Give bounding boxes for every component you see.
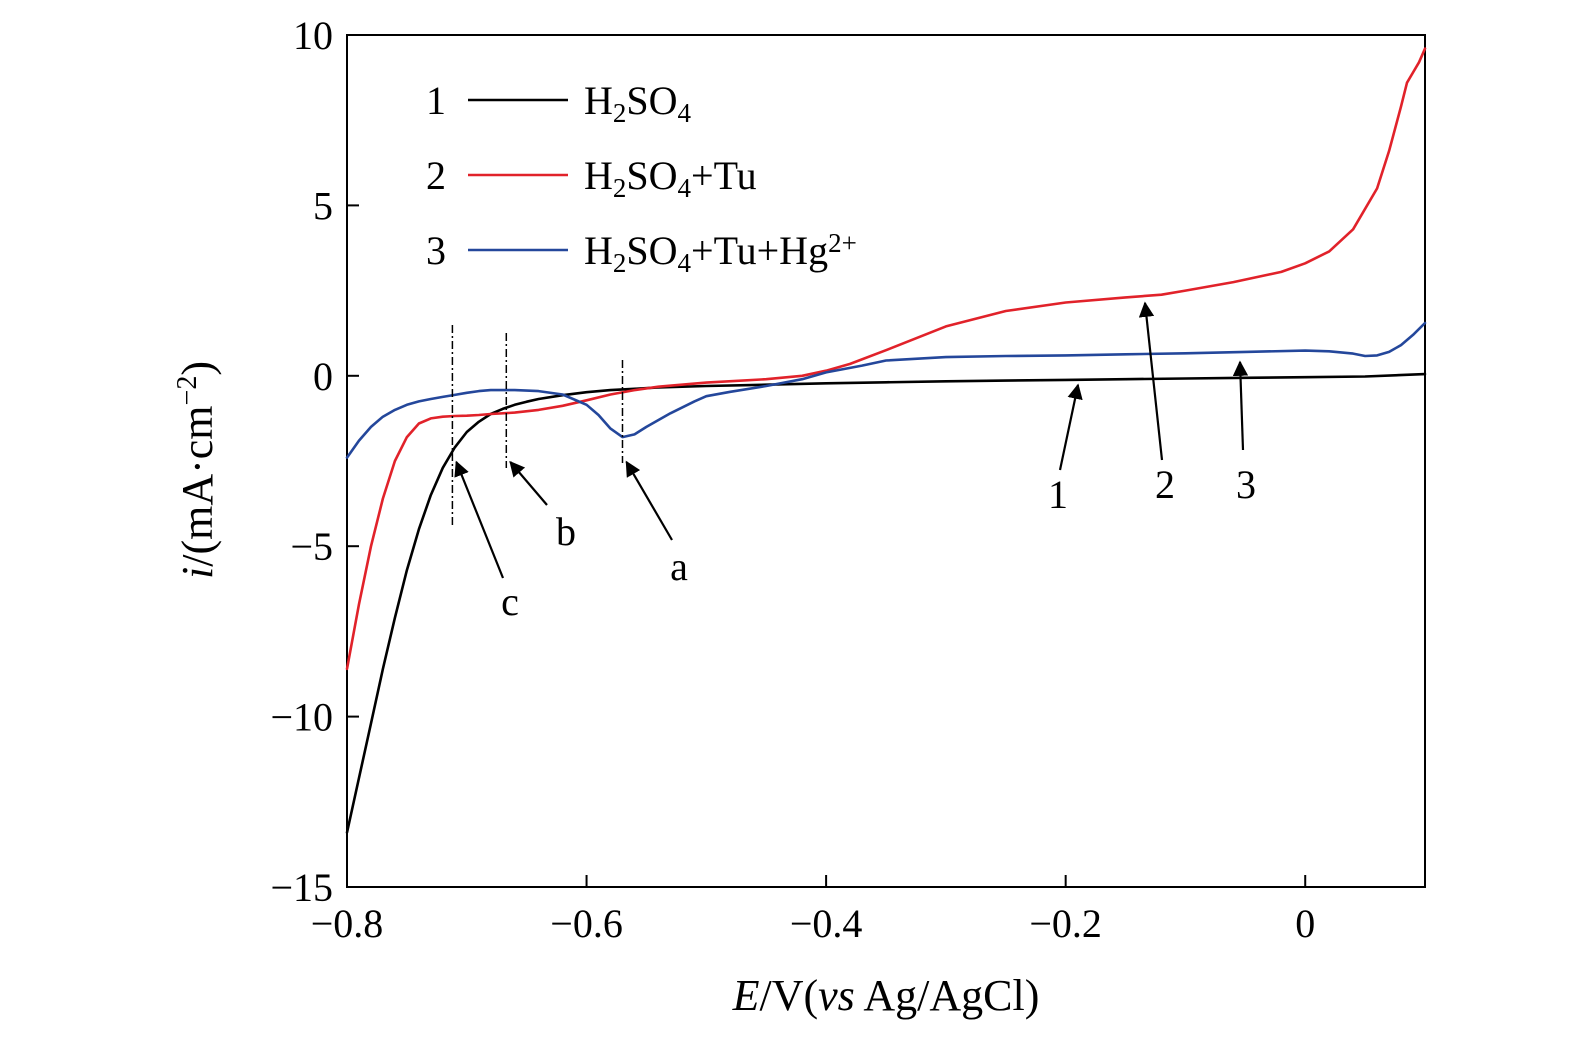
axes — [346, 34, 1426, 888]
series-group — [345, 47, 1427, 834]
x-tick-label: −0.4 — [790, 901, 863, 946]
marker-arrow-b — [509, 460, 548, 506]
legend-label-1: H2SO4 — [584, 78, 692, 128]
curve-arrow-1 — [1058, 383, 1083, 471]
legend-number-3: 3 — [426, 228, 446, 273]
x-axis-title-part: Ag/AgCl) — [855, 971, 1040, 1020]
y-tick-label: −10 — [270, 695, 333, 740]
x-tick-label: −0.6 — [550, 901, 623, 946]
legend-label-part: SO — [626, 153, 677, 198]
legend-label-part: 2 — [613, 248, 627, 278]
legend-label-part: SO — [626, 78, 677, 123]
legend-label-part: SO — [626, 228, 677, 273]
legend-number-1: 1 — [426, 78, 446, 123]
y-tick-label: 5 — [313, 183, 333, 228]
legend-label-part: H — [584, 228, 613, 273]
x-tick-label: 0 — [1295, 901, 1315, 946]
marker-group: a bc 1 2 3 — [451, 301, 1256, 624]
legend-label-part: 4 — [678, 248, 692, 278]
x-axis-title-part: vs — [818, 971, 855, 1020]
series-line-3 — [345, 321, 1427, 459]
y-axis-title-part: /(mA·cm — [173, 405, 222, 566]
legend-label-3: H2SO4+Tu+Hg2+ — [584, 228, 857, 278]
x-tick-label: −0.2 — [1029, 901, 1102, 946]
curve-label-2: 2 — [1155, 462, 1175, 507]
curve-arrow-3 — [1232, 360, 1249, 451]
marker-arrow-a — [625, 460, 673, 541]
legend-label-part: +Tu+Hg — [691, 228, 828, 273]
curve-label-3: 3 — [1236, 462, 1256, 507]
x-axis-title: E/V(vs Ag/AgCl) — [732, 971, 1040, 1020]
ticks: −0.8 −0.6 −0.4 −0.2 0 10 5 0 −5 −10 −15 — [270, 13, 1315, 946]
y-tick-label: −5 — [290, 524, 333, 569]
legend-label-2: H2SO4+Tu — [584, 153, 757, 203]
marker-label-a: a — [670, 544, 688, 589]
y-tick-label: −15 — [270, 865, 333, 910]
legend-label-part: 2 — [613, 98, 627, 128]
y-tick-label: 10 — [293, 13, 333, 58]
x-axis-title-part: /V( — [760, 971, 819, 1020]
legend-label-part: +Tu — [691, 153, 757, 198]
y-tick-label: 0 — [313, 354, 333, 399]
axis-titles: E/V(vs Ag/AgCl) i/(mA·cm−2) — [172, 361, 1039, 1020]
legend-label-part: 4 — [678, 98, 692, 128]
legend-label-part: H — [584, 78, 613, 123]
legend-label-part: 2 — [613, 173, 627, 203]
x-axis-title-part: E — [732, 971, 760, 1020]
series-line-2 — [345, 47, 1427, 671]
marker-label-c: c — [501, 579, 519, 624]
legend-label-part: 2+ — [828, 228, 857, 258]
plot-frame — [346, 34, 1426, 888]
curve-label-1: 1 — [1048, 472, 1068, 517]
y-axis-title: i/(mA·cm−2) — [172, 361, 222, 579]
x-tick-label: −0.8 — [311, 901, 384, 946]
y-axis-title-part: −2 — [172, 376, 203, 406]
legend-label-part: H — [584, 153, 613, 198]
y-axis-title-part: i — [173, 567, 222, 579]
y-axis-title-part: ) — [173, 361, 222, 376]
legend-number-2: 2 — [426, 153, 446, 198]
marker-arrow-c — [454, 460, 505, 579]
curve-arrow-2 — [1138, 301, 1164, 461]
legend-label-part: 4 — [678, 173, 692, 203]
marker-label-b: b — [556, 509, 576, 554]
